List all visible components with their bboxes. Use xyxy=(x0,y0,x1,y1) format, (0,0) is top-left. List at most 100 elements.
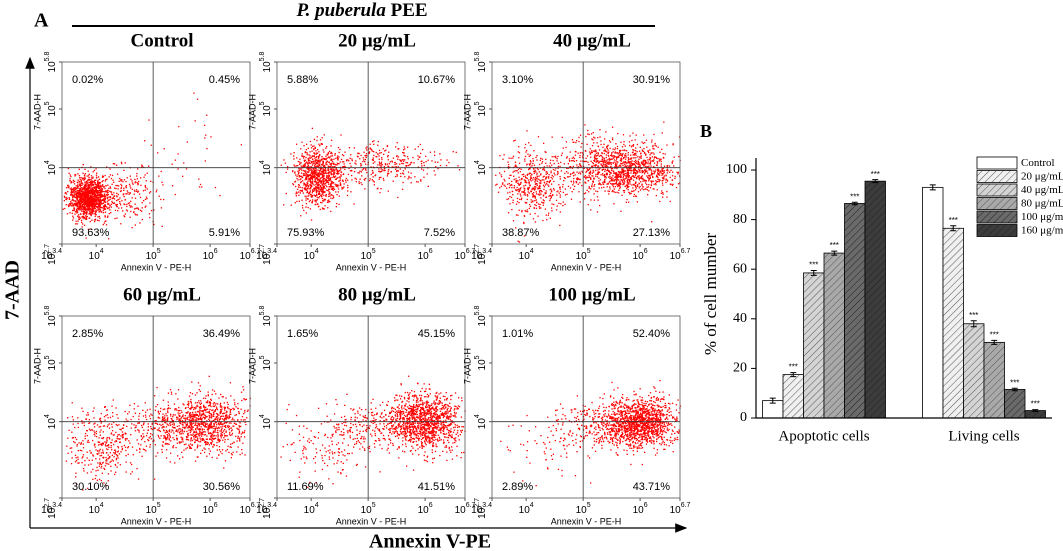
tick-label: 106 xyxy=(203,502,218,516)
quadrant-percent: 38.87% xyxy=(502,227,540,239)
quadrant-percent: 5.91% xyxy=(209,227,240,239)
flow-plot: Control 0.02% 0.45% 93.63% 5.91% 103.4 104 105 1… xyxy=(32,30,260,272)
tick-label: 104 xyxy=(259,414,273,429)
tick-label: 102.7 xyxy=(44,498,58,519)
tick-label: 105 xyxy=(146,502,161,516)
error-bar xyxy=(831,250,838,256)
plot-title: 20 μg/mL xyxy=(338,30,416,51)
tick-label: 106 xyxy=(418,502,433,516)
tick-label: 104 xyxy=(259,160,273,175)
tick-label: 105.8 xyxy=(259,51,273,72)
tick-label: 102.7 xyxy=(44,244,58,265)
legend-swatch xyxy=(976,183,1018,197)
tick-label: 106 xyxy=(633,502,648,516)
y-axis-title: 7-AAD xyxy=(2,260,24,320)
tick-label: 104 xyxy=(474,160,488,175)
quadrant-percent: 27.13% xyxy=(633,227,671,239)
significance: *** xyxy=(830,241,839,250)
events xyxy=(62,92,242,240)
bar xyxy=(864,180,886,419)
tick-label: 106.7 xyxy=(670,502,691,516)
legend-swatch xyxy=(976,197,1018,210)
tick-label: 104 xyxy=(89,248,104,262)
quadrant-percent: 30.10% xyxy=(72,481,110,493)
legend-label: 80 μg/mL xyxy=(1021,198,1063,210)
y-channel-label: 7-AAD-H xyxy=(32,348,42,384)
legend-label: 40 μg/mL xyxy=(1021,184,1063,196)
quadrant-percent: 11.69% xyxy=(287,481,324,493)
events xyxy=(280,127,461,221)
tick-label: 102.7 xyxy=(259,498,273,519)
tick-label: 104 xyxy=(519,502,534,516)
legend-label: 160 μg/mL xyxy=(1021,225,1063,237)
legend-swatch xyxy=(976,170,1018,183)
quadrant-percent: 0.02% xyxy=(72,74,103,86)
x-tick-label: Living cells xyxy=(948,428,1019,444)
y-channel-label: 7-AAD-H xyxy=(247,348,257,384)
quadrant-percent: 45.15% xyxy=(418,328,456,340)
quadrant-percent: 43.71% xyxy=(633,481,671,493)
tick-label: 102.7 xyxy=(474,244,488,265)
error-bar xyxy=(991,339,998,345)
quadrant-percent: 10.67% xyxy=(418,74,456,86)
bar xyxy=(942,227,964,419)
plot-frame xyxy=(61,315,251,499)
tick-label: 103.4 xyxy=(41,248,62,262)
events xyxy=(65,375,251,491)
tick-label: 104 xyxy=(89,502,104,516)
tick-label: 105.8 xyxy=(259,305,273,326)
tick-label: 105 xyxy=(259,101,273,116)
quadrant-percent: 30.56% xyxy=(203,481,241,493)
significance: *** xyxy=(1010,378,1019,387)
y-tick-label: 60 xyxy=(733,261,747,276)
tick-label: 105 xyxy=(44,101,58,116)
error-bar xyxy=(1011,387,1018,392)
tick-label: 103.4 xyxy=(41,502,62,516)
group-title: P. puberula PEE xyxy=(295,0,427,21)
error-bar xyxy=(1032,409,1039,413)
plot-frame xyxy=(276,61,466,245)
tick-label: 106.7 xyxy=(455,248,476,262)
quadrant-percent: 1.65% xyxy=(287,328,318,340)
tick-label: 105 xyxy=(474,355,488,370)
tick-label: 106 xyxy=(633,248,648,262)
bar xyxy=(983,341,1005,419)
x-channel-label: Annexin V - PE-H xyxy=(121,516,192,526)
plot-frame xyxy=(491,61,681,245)
error-bar xyxy=(810,269,817,276)
x-tick-label: Apoptotic cells xyxy=(778,428,869,444)
x-channel-label: Annexin V - PE-H xyxy=(551,262,622,272)
plot-title: 60 μg/mL xyxy=(123,284,201,305)
error-bar xyxy=(769,397,776,404)
tick-label: 104 xyxy=(304,248,319,262)
legend-label: 100 μg/mL xyxy=(1021,211,1063,223)
tick-label: 103.4 xyxy=(256,502,277,516)
panel-label: A xyxy=(34,10,49,32)
tick-label: 105 xyxy=(361,248,376,262)
plot-title: Control xyxy=(131,30,194,51)
tick-label: 102.7 xyxy=(474,498,488,519)
significance: *** xyxy=(949,216,958,225)
x-channel-label: Annexin V - PE-H xyxy=(551,516,622,526)
x-channel-label: Annexin V - PE-H xyxy=(336,516,407,526)
y-channel-label: 7-AAD-H xyxy=(247,94,257,130)
bar xyxy=(963,323,985,419)
significance: *** xyxy=(990,330,999,339)
significance: *** xyxy=(969,311,978,320)
bar xyxy=(922,186,944,419)
bar xyxy=(803,272,825,419)
tick-label: 105.8 xyxy=(474,51,488,72)
error-bar xyxy=(950,225,957,232)
legend-swatch xyxy=(976,156,1018,170)
quadrant-percent: 2.89% xyxy=(502,481,533,493)
legend-label: 20 μg/mL xyxy=(1021,171,1063,183)
quadrant-percent: 0.45% xyxy=(209,74,240,86)
bar xyxy=(782,374,804,419)
y-axis-label: % of cell mumber xyxy=(701,233,720,356)
x-channel-label: Annexin V - PE-H xyxy=(121,262,192,272)
quadrant-percent: 75.93% xyxy=(287,227,325,239)
plot-frame xyxy=(491,315,681,499)
tick-label: 106.7 xyxy=(670,248,691,262)
